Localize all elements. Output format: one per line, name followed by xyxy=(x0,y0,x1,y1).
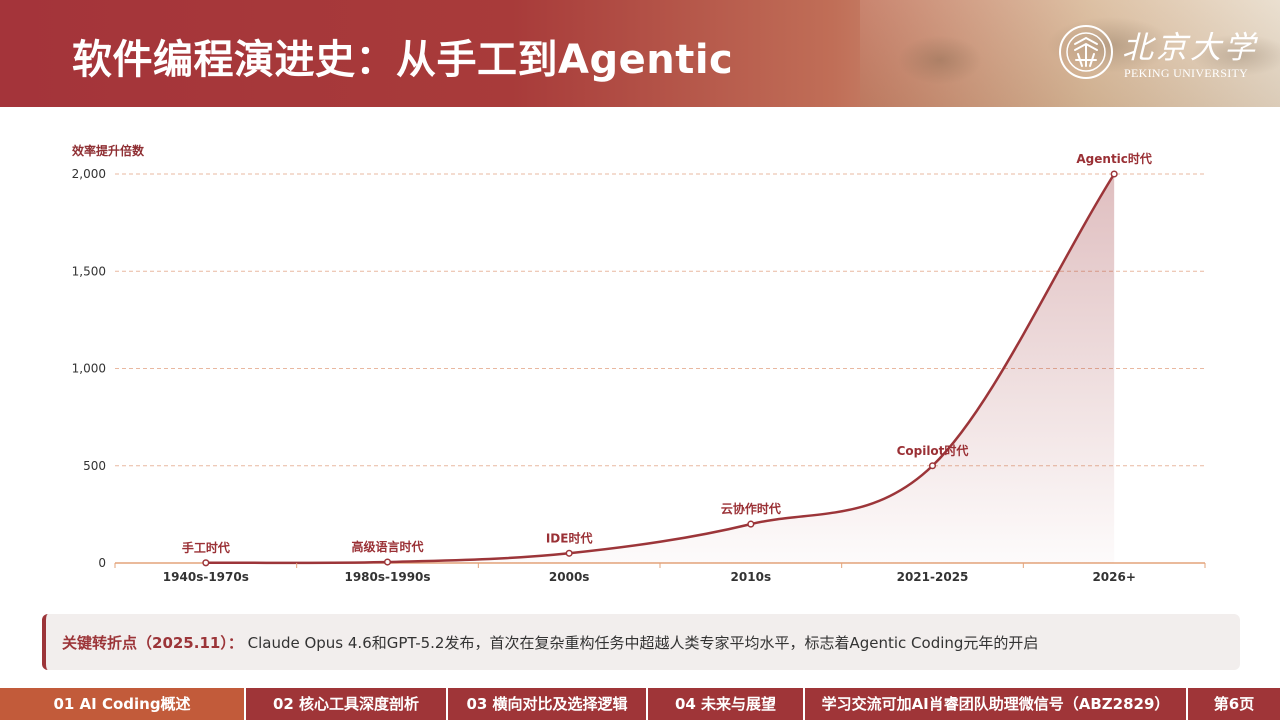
data-label: Agentic时代 xyxy=(1076,151,1152,166)
key-turning-point-callout: 关键转折点（2025.11）： Claude Opus 4.6和GPT-5.2发… xyxy=(42,614,1240,670)
callout-body: Claude Opus 4.6和GPT-5.2发布，首次在复杂重构任务中超越人类… xyxy=(247,634,1039,652)
footer-nav: 01 AI Coding概述 02 核心工具深度剖析 03 横向对比及选择逻辑 … xyxy=(0,688,1280,720)
data-point xyxy=(565,549,573,557)
y-tick-label: 1,000 xyxy=(72,362,106,376)
data-point xyxy=(1110,170,1118,178)
logo-english-name: PEKING UNIVERSITY xyxy=(1124,66,1249,80)
data-label: 云协作时代 xyxy=(721,501,781,516)
data-label: 手工时代 xyxy=(182,540,230,555)
x-tick-label: 2010s xyxy=(731,570,772,584)
university-logo: 北京大学 PEKING UNIVERSITY xyxy=(1058,24,1258,84)
y-tick-label: 500 xyxy=(83,459,106,473)
data-label: Copilot时代 xyxy=(897,443,969,458)
area-fill xyxy=(205,174,1115,563)
y-axis-label: 效率提升倍数 xyxy=(72,143,145,158)
data-label: IDE时代 xyxy=(546,530,593,545)
x-tick-label: 1940s-1970s xyxy=(163,570,249,584)
nav-item-wechat-contact[interactable]: 学习交流可加AI肖睿团队助理微信号（ABZ2829） xyxy=(805,688,1188,720)
series-line xyxy=(205,173,1116,565)
nav-item-comparison[interactable]: 03 横向对比及选择逻辑 xyxy=(448,688,648,720)
callout-text-line: 关键转折点（2025.11）： Claude Opus 4.6和GPT-5.2发… xyxy=(62,632,1038,653)
nav-item-overview[interactable]: 01 AI Coding概述 xyxy=(0,688,246,720)
data-label: 高级语言时代 xyxy=(351,539,423,554)
university-seal-icon xyxy=(1059,25,1113,79)
x-tick-label: 2026+ xyxy=(1092,570,1135,584)
page-title: 软件编程演进史：从手工到Agentic xyxy=(72,37,734,83)
header-scenery xyxy=(860,0,1280,107)
logo-chinese-name: 北京大学 xyxy=(1122,30,1258,66)
nav-item-core-tools[interactable]: 02 核心工具深度剖析 xyxy=(246,688,448,720)
data-point xyxy=(747,520,755,528)
x-tick-label: 1980s-1990s xyxy=(344,570,430,584)
y-tick-label: 0 xyxy=(98,556,106,570)
header-banner: 软件编程演进史：从手工到Agentic 北京大学 PEKING UNIVERSI… xyxy=(0,0,1280,107)
data-point xyxy=(383,558,392,566)
y-tick-label: 2,000 xyxy=(72,167,106,181)
page-number: 第6页 xyxy=(1213,695,1255,713)
y-tick-label: 1,500 xyxy=(72,264,106,278)
data-point xyxy=(928,462,937,470)
x-tick-label: 2021-2025 xyxy=(897,570,969,584)
efficiency-chart: 效率提升倍数 0 500 1,000 1,500 2,000 1940s-1970s 19… xyxy=(0,107,1280,612)
chart-canvas: 效率提升倍数 0 500 1,000 1,500 2,000 1940s-1970s 19… xyxy=(72,143,1206,584)
nav-item-future[interactable]: 04 未来与展望 xyxy=(648,688,805,720)
callout-label: 关键转折点（2025.11）： xyxy=(62,634,243,652)
data-point xyxy=(202,559,210,567)
x-tick-label: 2000s xyxy=(549,570,590,584)
